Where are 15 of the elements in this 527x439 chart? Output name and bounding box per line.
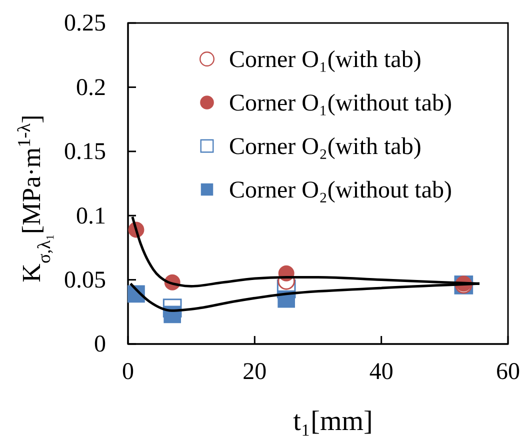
x-tick-label: 40 — [369, 359, 394, 386]
x-tick-label: 0 — [122, 359, 134, 386]
legend-label: Corner O₁(with tab) — [229, 47, 422, 73]
x-tick-label: 60 — [496, 359, 520, 386]
x-tick-label: 20 — [242, 359, 267, 386]
y-tick-label: 0.25 — [64, 10, 106, 37]
y-tick-label: 0.05 — [64, 267, 106, 294]
y-tick-label: 0 — [94, 332, 106, 358]
y-tick-label: 0.2 — [76, 74, 106, 101]
y-tick-label: 0.1 — [76, 203, 106, 230]
legend-label: Corner O₂(with tab) — [229, 134, 422, 160]
legend-label: Corner O₂(without tab) — [229, 178, 452, 204]
y-tick-label: 0.15 — [64, 139, 106, 166]
x-axis-title: t₁[mm] — [293, 406, 373, 437]
legend-label: Corner O₁(without tab) — [229, 90, 452, 116]
